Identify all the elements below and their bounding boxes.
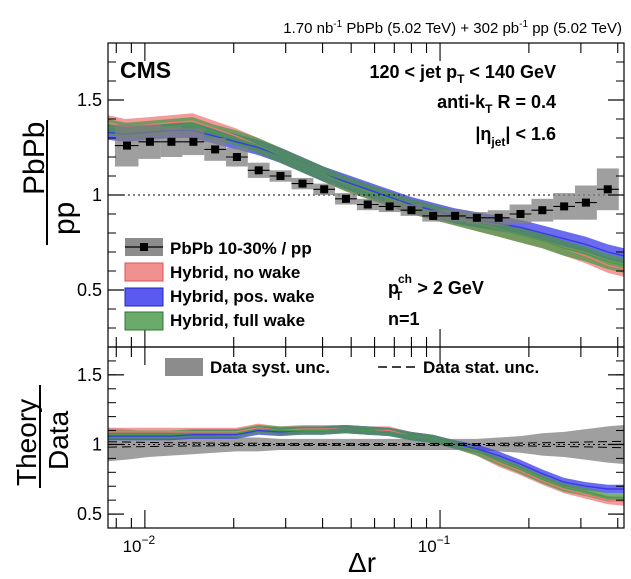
data-stat-upper bbox=[107, 440, 625, 445]
bottom-panel: 0.5 1 1.5 10−2 10−1 Theory Data Data syst. u… bbox=[11, 346, 625, 578]
legend-label-no-wake: Hybrid, no wake bbox=[170, 263, 300, 282]
track-pt-label: pch T > 2 GeV bbox=[388, 272, 484, 303]
bottom-ytick-label: 1 bbox=[92, 434, 102, 454]
eta-selection: |ηjet| < 1.6 bbox=[475, 124, 556, 149]
data-point bbox=[451, 211, 460, 220]
line-top-hybrid-full-wake bbox=[107, 123, 625, 266]
line-bottom-hybrid-full-wake bbox=[108, 428, 624, 499]
xlabel: Δr bbox=[348, 547, 376, 578]
ylabel-top-num: PbPb bbox=[18, 122, 51, 195]
data-point bbox=[123, 141, 132, 150]
data-point bbox=[516, 210, 525, 218]
data-syst-band bbox=[108, 425, 624, 464]
lumi-label: 1.70 nb-1 PbPb (5.02 TeV) + 302 pb-1 pp … bbox=[283, 19, 622, 37]
data-point bbox=[211, 145, 220, 154]
ylabel-bottom-num: Theory bbox=[11, 399, 42, 486]
top-legend: PbPb 10-30% / pp Hybrid, no wake Hybrid,… bbox=[124, 238, 315, 331]
legend-label-stat: Data stat. unc. bbox=[423, 358, 539, 377]
xtick-label: 10−1 bbox=[418, 533, 451, 556]
data-point bbox=[581, 198, 590, 207]
data-point bbox=[276, 172, 285, 180]
bottom-legend: Data syst. unc. Data stat. unc. bbox=[165, 358, 539, 377]
data-point bbox=[494, 213, 503, 222]
data-point bbox=[363, 200, 372, 209]
top-panel: 0.5 1 1.5 PbPb pp CMS 120 < jet pT < 140 G… bbox=[18, 42, 625, 348]
data-point bbox=[298, 179, 307, 188]
legend-swatch-data-marker bbox=[140, 243, 148, 251]
data-point bbox=[429, 211, 438, 220]
data-point bbox=[472, 213, 481, 222]
bottom-frame bbox=[107, 346, 625, 529]
data-point bbox=[254, 166, 263, 175]
legend-label-data: PbPb 10-30% / pp bbox=[170, 239, 312, 258]
data-point bbox=[145, 137, 154, 146]
band-top-hybrid-full-wake bbox=[108, 117, 624, 273]
bottom-ytick-label: 0.5 bbox=[77, 504, 102, 524]
legend-label-full-wake: Hybrid, full wake bbox=[170, 311, 305, 330]
legend-swatch-full-wake bbox=[124, 311, 164, 331]
top-ytick-label: 0.5 bbox=[77, 280, 102, 300]
legend-swatch-pos-wake bbox=[124, 287, 164, 307]
data-point bbox=[385, 202, 394, 211]
cms-label: CMS bbox=[120, 57, 171, 83]
jet-pt-selection: 120 < jet pT < 140 GeV bbox=[370, 62, 556, 86]
data-point bbox=[603, 185, 612, 194]
data-point bbox=[407, 206, 416, 215]
legend-swatch-syst bbox=[165, 358, 203, 376]
bottom-ytick-label: 1.5 bbox=[77, 365, 102, 385]
data-point bbox=[341, 194, 350, 203]
top-ytick-label: 1.5 bbox=[77, 90, 102, 110]
band-bottom-hybrid-full-wake bbox=[108, 425, 624, 502]
xtick-label: 10−2 bbox=[123, 533, 156, 556]
data-point bbox=[232, 153, 241, 161]
legend-label-pos-wake: Hybrid, pos. wake bbox=[170, 287, 315, 306]
data-point bbox=[320, 185, 329, 194]
ylabel-top-den: pp bbox=[48, 202, 81, 235]
data-stat-lower bbox=[107, 444, 625, 449]
top-ytick-label: 1 bbox=[92, 185, 102, 205]
algorithm-label: anti-kT R = 0.4 bbox=[437, 92, 556, 116]
data-point bbox=[538, 206, 547, 215]
legend-swatch-no-wake bbox=[124, 262, 164, 282]
data-point bbox=[560, 202, 569, 211]
n-label: n=1 bbox=[388, 309, 420, 329]
legend-label-syst: Data syst. unc. bbox=[210, 358, 330, 377]
data-point bbox=[167, 137, 176, 146]
ylabel-bottom-den: Data bbox=[43, 410, 74, 470]
data-point bbox=[189, 137, 198, 146]
